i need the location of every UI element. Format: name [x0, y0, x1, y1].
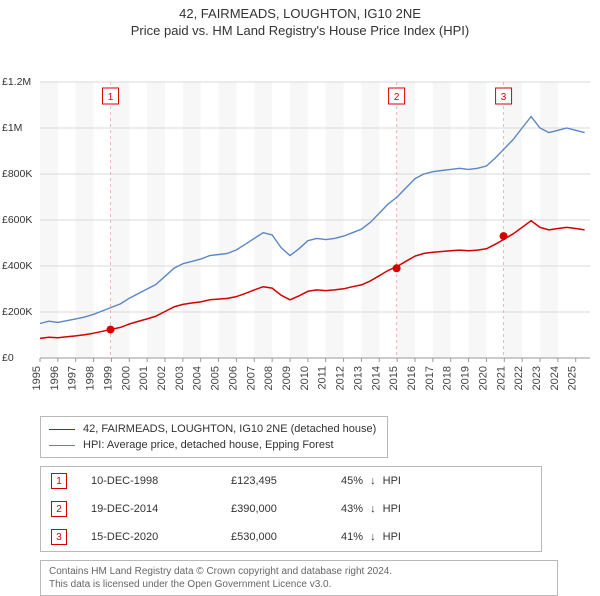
svg-text:1998: 1998: [85, 366, 97, 390]
svg-text:2003: 2003: [174, 366, 186, 390]
svg-text:2: 2: [394, 92, 400, 103]
tx-price: £123,495: [231, 475, 341, 487]
svg-text:1996: 1996: [49, 366, 61, 390]
titles: 42, FAIRMEADS, LOUGHTON, IG10 2NE Price …: [0, 0, 600, 38]
svg-text:£400K: £400K: [2, 260, 32, 272]
svg-text:1997: 1997: [67, 366, 79, 390]
svg-text:3: 3: [501, 92, 507, 103]
svg-text:2008: 2008: [263, 366, 275, 390]
legend-item: 42, FAIRMEADS, LOUGHTON, IG10 2NE (detac…: [49, 421, 379, 437]
tx-marker-number: 1: [51, 473, 67, 489]
svg-text:2017: 2017: [424, 366, 436, 390]
table-row: 1 10-DEC-1998 £123,495 45% ↓ HPI: [41, 467, 541, 495]
page: 42, FAIRMEADS, LOUGHTON, IG10 2NE Price …: [0, 0, 600, 596]
svg-text:1999: 1999: [102, 366, 114, 390]
svg-text:2000: 2000: [120, 366, 132, 390]
svg-text:£600K: £600K: [2, 214, 32, 226]
svg-text:2021: 2021: [495, 366, 507, 390]
svg-text:2023: 2023: [531, 366, 543, 390]
footnote-line: Contains HM Land Registry data © Crown c…: [49, 565, 549, 578]
tx-pct: 43% ↓ HPI: [341, 503, 451, 515]
tx-price: £390,000: [231, 503, 341, 515]
svg-text:2012: 2012: [335, 366, 347, 390]
svg-text:2002: 2002: [156, 366, 168, 390]
svg-text:1: 1: [108, 92, 114, 103]
svg-text:2006: 2006: [227, 366, 239, 390]
svg-text:2013: 2013: [352, 366, 364, 390]
down-arrow-icon: ↓: [370, 531, 376, 543]
svg-text:£0: £0: [2, 352, 14, 364]
svg-text:2024: 2024: [549, 366, 561, 390]
svg-text:2019: 2019: [460, 366, 472, 390]
legend-label: HPI: Average price, detached house, Eppi…: [83, 439, 334, 451]
svg-text:1995: 1995: [31, 366, 43, 390]
tx-pct-value: 43%: [341, 503, 363, 515]
tx-pct-value: 41%: [341, 531, 363, 543]
svg-text:2020: 2020: [477, 366, 489, 390]
tx-ref: HPI: [383, 531, 401, 543]
svg-text:£1M: £1M: [2, 122, 22, 134]
svg-text:£800K: £800K: [2, 168, 32, 180]
transactions-table: 1 10-DEC-1998 £123,495 45% ↓ HPI 2 19-DE…: [40, 466, 542, 552]
legend-label: 42, FAIRMEADS, LOUGHTON, IG10 2NE (detac…: [83, 423, 376, 435]
tx-pct: 45% ↓ HPI: [341, 475, 451, 487]
svg-text:2011: 2011: [317, 366, 329, 390]
tx-date: 10-DEC-1998: [91, 475, 231, 487]
tx-date: 19-DEC-2014: [91, 503, 231, 515]
title-line-2: Price paid vs. HM Land Registry's House …: [0, 23, 600, 38]
chart-svg: £0 £200K £400K £600K £800K £1M £1.2M 1995 1996 19…: [0, 38, 600, 410]
legend: 42, FAIRMEADS, LOUGHTON, IG10 2NE (detac…: [40, 416, 388, 458]
tx-ref: HPI: [383, 475, 401, 487]
legend-swatch: [49, 429, 75, 430]
table-row: 3 15-DEC-2020 £530,000 41% ↓ HPI: [41, 523, 541, 551]
chart: £0 £200K £400K £600K £800K £1M £1.2M 1995 1996 19…: [0, 38, 600, 410]
svg-text:2010: 2010: [299, 366, 311, 390]
svg-text:2015: 2015: [388, 366, 400, 390]
footnote-line: This data is licensed under the Open Gov…: [49, 578, 549, 591]
svg-text:2004: 2004: [192, 366, 204, 390]
legend-swatch: [49, 445, 75, 446]
footnote: Contains HM Land Registry data © Crown c…: [40, 560, 558, 596]
svg-text:£1.2M: £1.2M: [2, 76, 31, 88]
svg-text:2014: 2014: [370, 366, 382, 390]
tx-marker-number: 3: [51, 529, 67, 545]
tx-pct-value: 45%: [341, 475, 363, 487]
tx-price: £530,000: [231, 531, 341, 543]
table-row: 2 19-DEC-2014 £390,000 43% ↓ HPI: [41, 495, 541, 523]
tx-marker-number: 2: [51, 501, 67, 517]
svg-text:£200K: £200K: [2, 306, 32, 318]
svg-text:2005: 2005: [210, 366, 222, 390]
tx-date: 15-DEC-2020: [91, 531, 231, 543]
svg-text:2025: 2025: [567, 366, 579, 390]
tx-ref: HPI: [383, 503, 401, 515]
tx-pct: 41% ↓ HPI: [341, 531, 451, 543]
legend-item: HPI: Average price, detached house, Eppi…: [49, 437, 379, 453]
title-line-1: 42, FAIRMEADS, LOUGHTON, IG10 2NE: [0, 6, 600, 21]
svg-text:2007: 2007: [245, 366, 257, 390]
svg-text:2022: 2022: [513, 366, 525, 390]
svg-text:2018: 2018: [442, 366, 454, 390]
svg-text:2016: 2016: [406, 366, 418, 390]
down-arrow-icon: ↓: [370, 503, 376, 515]
down-arrow-icon: ↓: [370, 475, 376, 487]
svg-text:2009: 2009: [281, 366, 293, 390]
svg-text:2001: 2001: [138, 366, 150, 390]
